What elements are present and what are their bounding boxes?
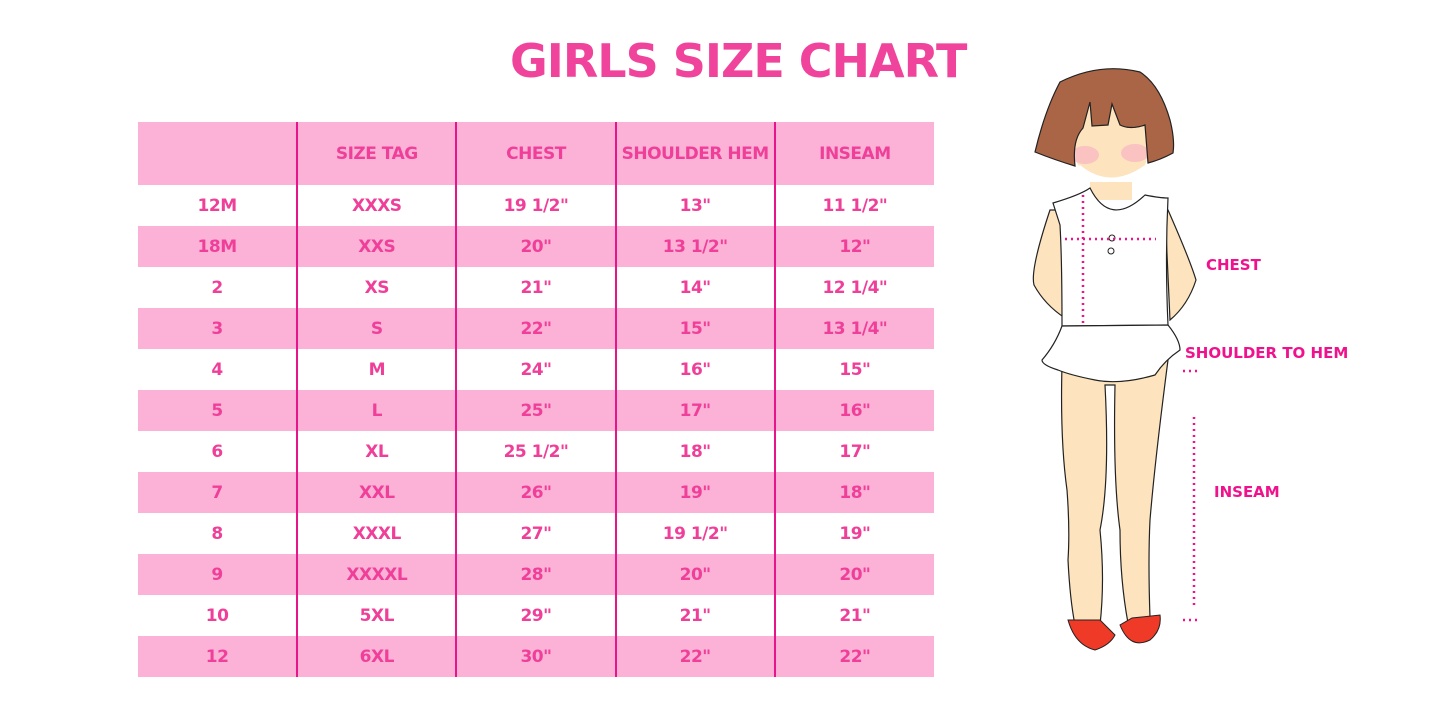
table-cell: 15" — [614, 308, 775, 349]
shoulder-to-hem-label: SHOULDER TO HEM — [1185, 344, 1349, 362]
table-row: 6 XL 25 1/2" 18" 17" — [138, 431, 934, 472]
skirt — [1041, 324, 1181, 383]
table-cell: 6XL — [296, 636, 457, 677]
table-cell: 16" — [614, 349, 775, 390]
header-cell — [138, 122, 298, 185]
table-cell: 10 — [205, 605, 229, 626]
chest-label: CHEST — [1206, 256, 1261, 274]
table-row: 8 XXXL 27" 19 1/2" 19" — [138, 513, 934, 554]
header-cell: CHEST — [455, 122, 616, 185]
table-cell: XXL — [296, 472, 457, 513]
table-cell: 26" — [455, 472, 616, 513]
table-row: 10 5XL 29" 21" 21" — [138, 595, 934, 636]
table-row: 2 XS 21" 14" 12 1/4" — [138, 267, 934, 308]
table-row: 12 6XL 30" 22" 22" — [138, 636, 934, 677]
table-cell: 20" — [773, 554, 934, 595]
table-cell: 12 1/4" — [773, 267, 934, 308]
table-row: 7 XXL 26" 19" 18" — [138, 472, 934, 513]
table-cell: 19" — [773, 513, 934, 554]
table-cell: 17" — [614, 390, 775, 431]
table-cell: XXXL — [296, 513, 457, 554]
table-cell: 29" — [455, 595, 616, 636]
table-cell: 3 — [138, 308, 298, 349]
header-cell: SIZE TAG — [296, 122, 457, 185]
girl-illustration — [1032, 68, 1201, 651]
table-cell: 21" — [455, 267, 616, 308]
table-cell: XL — [296, 431, 457, 472]
table-cell: 5XL — [296, 595, 457, 636]
table-cell: 11 1/2" — [773, 185, 934, 226]
table-cell: 13 1/2" — [614, 226, 775, 267]
table-cell: 22" — [455, 308, 616, 349]
table-cell: 5 — [138, 390, 298, 431]
table-cell: 20" — [455, 226, 616, 267]
table-cell: L — [296, 390, 457, 431]
table-row: 18M XXS 20" 13 1/2" 12" — [138, 226, 934, 267]
table-cell: 25 1/2" — [455, 431, 616, 472]
table-row: 4 M 24" 16" 15" — [138, 349, 934, 390]
table-cell: 28" — [455, 554, 616, 595]
table-cell: 9 — [138, 554, 298, 595]
table-cell: 7 — [138, 472, 298, 513]
shoes — [1067, 614, 1161, 651]
table-cell: 22" — [773, 636, 934, 677]
table-cell: 12M — [197, 195, 238, 216]
table-cell: XXXS — [296, 185, 457, 226]
table-cell: 8 — [211, 523, 223, 544]
table-row: 12M XXXS 19 1/2" 13" 11 1/2" — [138, 185, 934, 226]
table-cell: 2 — [211, 277, 223, 298]
table-cell: 27" — [455, 513, 616, 554]
table-row: 9 XXXXL 28" 20" 20" — [138, 554, 934, 595]
table-cell: S — [296, 308, 457, 349]
table-cell: 6 — [211, 441, 223, 462]
table-cell: 24" — [455, 349, 616, 390]
table-cell: 21" — [614, 595, 775, 636]
inseam-label: INSEAM — [1214, 483, 1280, 501]
table-cell: M — [296, 349, 457, 390]
table-cell: 21" — [773, 595, 934, 636]
table-cell: XXXXL — [296, 554, 457, 595]
table-cell: 18" — [773, 472, 934, 513]
table-cell: 22" — [614, 636, 775, 677]
table-row: 3 S 22" 15" 13 1/4" — [138, 308, 934, 349]
hair — [1034, 68, 1175, 167]
table-cell: 15" — [773, 349, 934, 390]
arms — [1032, 209, 1197, 322]
table-cell: 18M — [138, 226, 298, 267]
page-title: GIRLS SIZE CHART — [510, 34, 967, 88]
table-row: 5 L 25" 17" 16" — [138, 390, 934, 431]
table-cell: 19" — [614, 472, 775, 513]
table-cell: XS — [296, 267, 457, 308]
table-cell: 19 1/2" — [455, 185, 616, 226]
table-cell: 30" — [455, 636, 616, 677]
table-cell: 17" — [773, 431, 934, 472]
size-chart-table: SIZE TAG CHEST SHOULDER HEM INSEAM 12M XX… — [138, 122, 934, 677]
table-cell: XXS — [296, 226, 457, 267]
table-cell: 19 1/2" — [614, 513, 775, 554]
table-cell: 14" — [614, 267, 775, 308]
table-cell: 4 — [211, 359, 223, 380]
legs — [1060, 359, 1169, 626]
table-cell: 18" — [614, 431, 775, 472]
table-header-row: SIZE TAG CHEST SHOULDER HEM INSEAM — [138, 122, 934, 185]
top — [1052, 187, 1169, 327]
header-cell: SHOULDER HEM — [614, 122, 775, 185]
table-cell: 12" — [773, 226, 934, 267]
table-cell: 13" — [614, 185, 775, 226]
table-cell: 16" — [773, 390, 934, 431]
header-cell: INSEAM — [773, 122, 934, 185]
table-cell: 13 1/4" — [773, 308, 934, 349]
table-cell: 25" — [455, 390, 616, 431]
table-cell: 12 — [138, 636, 298, 677]
table-cell: 20" — [614, 554, 775, 595]
